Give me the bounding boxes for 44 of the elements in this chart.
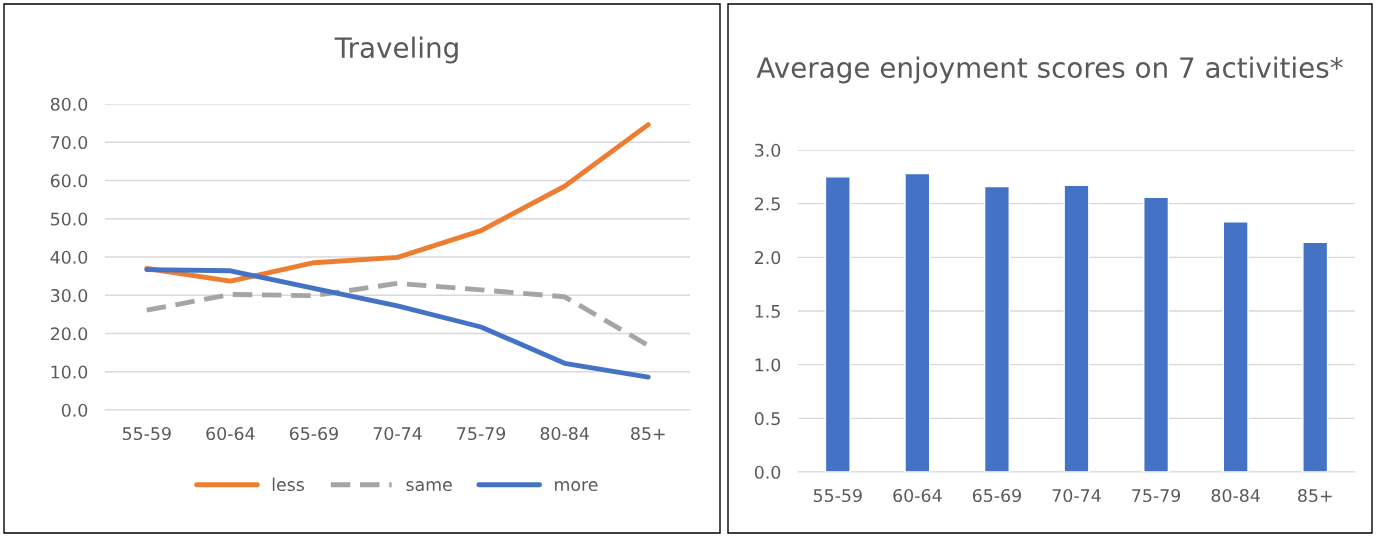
y-tick-label: 2.0 <box>755 251 781 265</box>
x-tick-label: 80-84 <box>540 426 589 441</box>
x-tick-label: 85+ <box>1298 488 1332 503</box>
line-series <box>144 122 651 284</box>
y-tick-label: 10.0 <box>51 365 88 379</box>
x-tick-label: 80-84 <box>1211 488 1260 503</box>
bar <box>983 185 1010 472</box>
y-tick-label: 50.0 <box>51 212 88 226</box>
x-tick-label: 60-64 <box>206 426 255 441</box>
bar <box>824 176 851 472</box>
chart-title: Traveling <box>334 36 458 64</box>
x-tick-label: 55-59 <box>122 426 171 441</box>
legend-label: more <box>555 481 598 492</box>
line-series <box>144 267 651 380</box>
x-tick-label: 65-69 <box>289 426 338 441</box>
bar <box>1143 196 1170 472</box>
y-tick-label: 1.5 <box>755 304 780 318</box>
y-tick-label: 20.0 <box>50 327 88 341</box>
y-tick-label: 30.0 <box>51 288 88 303</box>
x-tick-label: 60-64 <box>893 488 942 503</box>
x-tick-label: 75-79 <box>1132 488 1181 503</box>
y-tick-label: 1.0 <box>755 358 781 372</box>
y-tick-label: 0.5 <box>754 412 780 426</box>
x-tick-label: 70-74 <box>373 426 422 441</box>
chart-title: Average enjoyment scores on 7 activities* <box>756 56 1343 84</box>
y-tick-label: 60.0 <box>50 174 88 188</box>
bar <box>1302 241 1329 472</box>
y-tick-label: 0.0 <box>61 403 88 417</box>
legend-label: same <box>406 481 452 492</box>
bar <box>904 172 931 472</box>
y-tick-label: 3.0 <box>755 143 781 157</box>
x-tick-label: 85+ <box>631 426 665 441</box>
y-tick-label: 2.5 <box>755 197 780 211</box>
y-tick-label: 40.0 <box>50 250 88 264</box>
x-tick-label: 75-79 <box>457 426 506 441</box>
bar <box>1063 184 1090 472</box>
x-tick-label: 55-59 <box>813 488 862 503</box>
y-tick-label: 70.0 <box>51 135 88 150</box>
y-tick-label: 80.0 <box>50 97 88 111</box>
x-tick-label: 65-69 <box>972 488 1021 503</box>
legend-label: less <box>272 477 304 492</box>
bar <box>1222 221 1249 472</box>
x-tick-label: 70-74 <box>1052 488 1101 503</box>
y-tick-label: 0.0 <box>754 465 781 479</box>
